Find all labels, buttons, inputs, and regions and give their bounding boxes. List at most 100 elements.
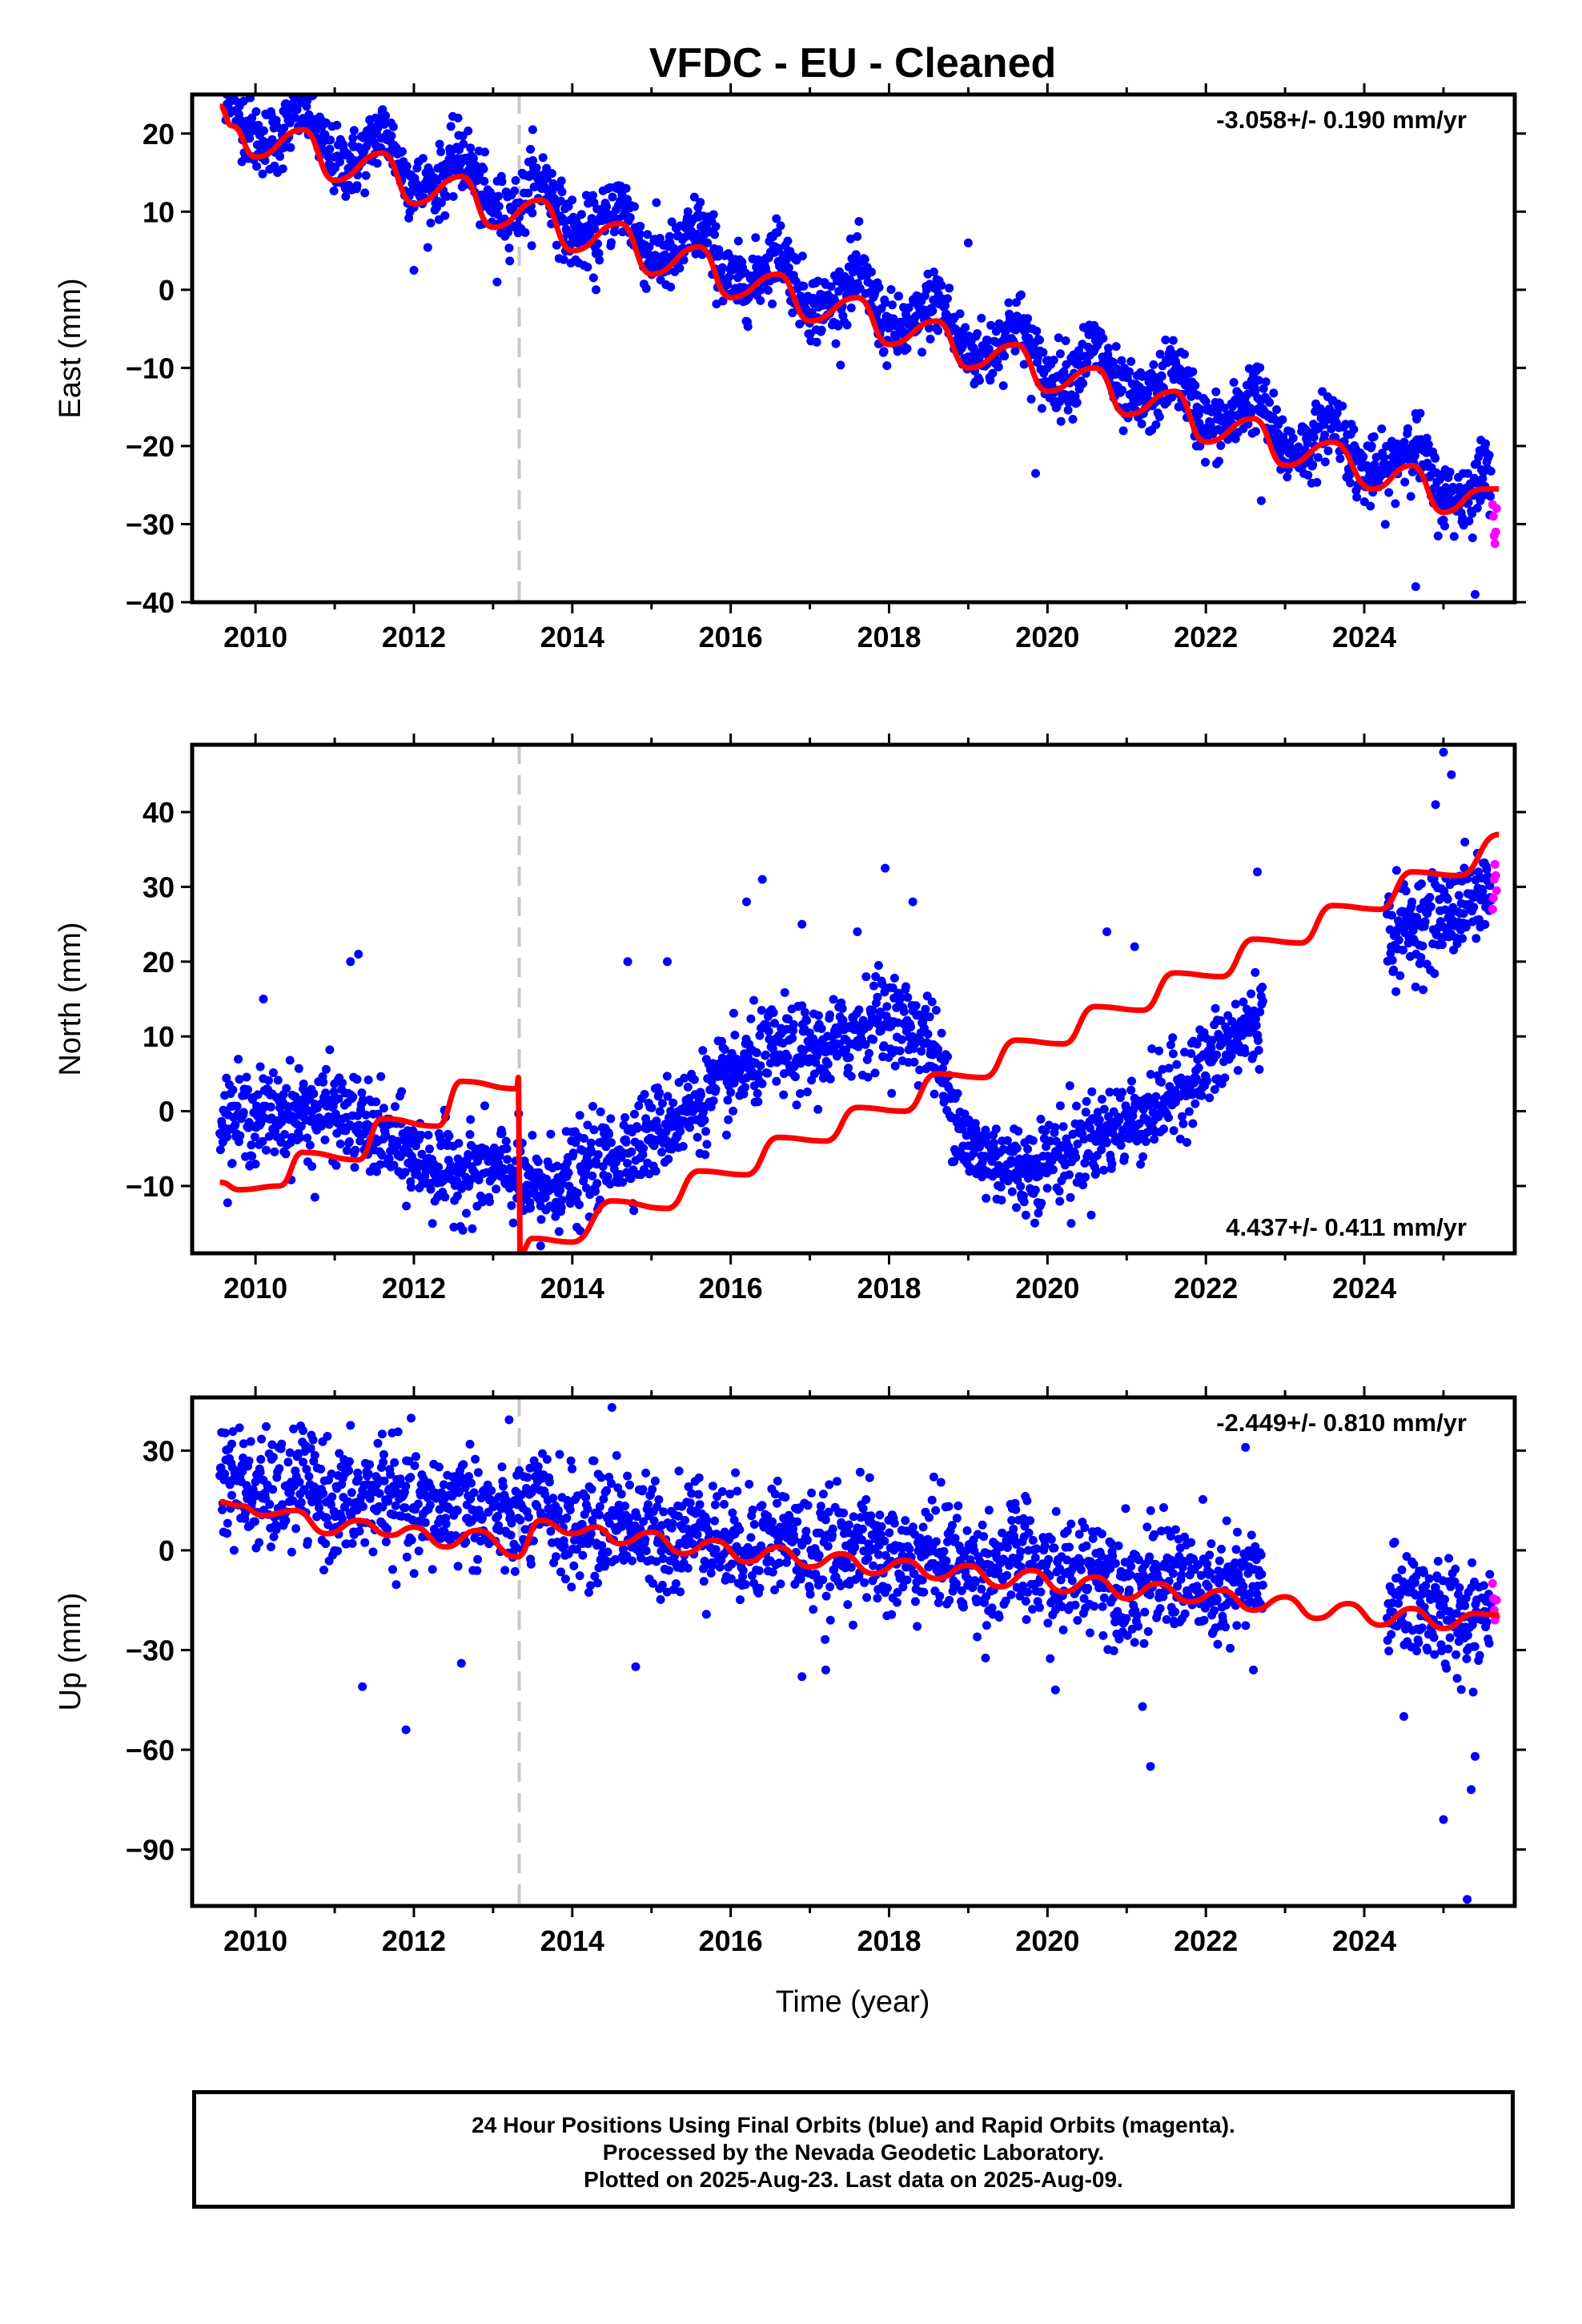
data-point: [1431, 800, 1440, 810]
data-point: [305, 1140, 315, 1150]
data-point: [588, 1171, 597, 1180]
data-point: [917, 348, 927, 357]
data-point: [1186, 1049, 1196, 1059]
x-tick-label: 2012: [382, 1272, 446, 1305]
data-point: [754, 1069, 763, 1079]
data-point: [1312, 477, 1322, 487]
data-point: [1098, 333, 1108, 343]
data-point: [555, 1449, 564, 1459]
data-point: [1254, 1046, 1263, 1055]
data-point: [874, 283, 884, 292]
data-point: [1109, 357, 1118, 367]
data-point: [1111, 342, 1121, 352]
data-point: [334, 1094, 343, 1104]
data-point: [1309, 432, 1319, 442]
y-tick-label: −20: [126, 430, 175, 463]
data-point: [701, 1150, 710, 1160]
data-point: [923, 1029, 933, 1039]
data-point: [675, 263, 685, 273]
data-point: [1082, 358, 1092, 368]
plot-area: [217, 62, 1501, 602]
data-point: [510, 186, 520, 195]
data-point: [1399, 945, 1407, 955]
data-point: [588, 191, 597, 200]
data-point: [837, 1003, 847, 1013]
data-point: [402, 162, 412, 171]
data-point: [1092, 1167, 1102, 1176]
data-point: [350, 1163, 359, 1172]
data-point: [928, 306, 938, 316]
data-point: [729, 1106, 738, 1116]
data-point: [542, 1454, 552, 1464]
data-point: [251, 1478, 260, 1486]
data-point: [667, 1144, 677, 1154]
data-point: [1082, 1096, 1091, 1106]
data-point: [1345, 470, 1355, 480]
data-point: [1007, 1187, 1017, 1196]
data-point: [434, 1162, 444, 1172]
x-tick-label: 2020: [1015, 621, 1079, 653]
data-point: [1269, 388, 1279, 398]
data-point: [814, 1011, 823, 1020]
data-point: [275, 1464, 284, 1474]
data-point: [302, 62, 311, 70]
data-point: [292, 105, 302, 115]
data-point: [223, 77, 232, 86]
data-point: [450, 1472, 460, 1482]
data-point: [723, 280, 733, 289]
data-point: [796, 292, 805, 301]
data-point: [443, 163, 452, 172]
data-point: [1099, 1104, 1109, 1114]
data-point: [321, 1539, 331, 1549]
data-point: [271, 1525, 281, 1534]
data-point: [650, 1476, 660, 1486]
data-point: [436, 1534, 446, 1543]
data-point: [879, 1041, 889, 1051]
data-point: [1072, 1101, 1081, 1111]
x-tick-label: 2016: [699, 621, 763, 653]
data-point: [1097, 1145, 1106, 1155]
data-point: [1415, 408, 1425, 418]
data-point: [379, 1104, 388, 1113]
data-point: [569, 1561, 579, 1570]
data-point: [1105, 1088, 1114, 1097]
data-point: [439, 1176, 448, 1185]
data-point: [1157, 1077, 1166, 1087]
data-point: [533, 1462, 543, 1471]
data-point: [331, 1160, 341, 1170]
data-point: [590, 224, 600, 234]
data-point: [458, 1225, 468, 1235]
data-point: [281, 1516, 291, 1526]
data-point: [802, 1088, 812, 1096]
data-point: [1482, 865, 1492, 875]
data-point: [595, 255, 604, 265]
data-point: [663, 957, 672, 967]
data-point: [379, 1458, 388, 1467]
data-point: [586, 1529, 596, 1538]
data-point: [676, 1127, 685, 1136]
data-point: [291, 1524, 301, 1534]
data-point: [639, 1517, 648, 1526]
data-point: [901, 982, 910, 991]
data-point: [326, 1500, 335, 1510]
x-tick-label: 2024: [1332, 621, 1396, 653]
data-point: [472, 1566, 482, 1575]
data-point: [234, 1055, 243, 1064]
data-point: [958, 1124, 967, 1134]
data-point: [532, 1502, 542, 1511]
data-point: [1175, 1134, 1185, 1144]
data-point: [1197, 1091, 1207, 1100]
data-point: [304, 1381, 313, 1389]
data-point: [797, 1001, 807, 1011]
data-point: [465, 1439, 475, 1449]
data-point: [657, 1148, 667, 1157]
data-point: [501, 1136, 511, 1146]
data-point: [1335, 454, 1345, 464]
data-point: [480, 176, 489, 186]
data-point: [255, 1467, 265, 1477]
data-point: [1278, 415, 1287, 424]
data-point: [1486, 466, 1496, 476]
data-point: [268, 1453, 278, 1462]
data-point: [618, 227, 628, 237]
data-point: [881, 863, 890, 873]
